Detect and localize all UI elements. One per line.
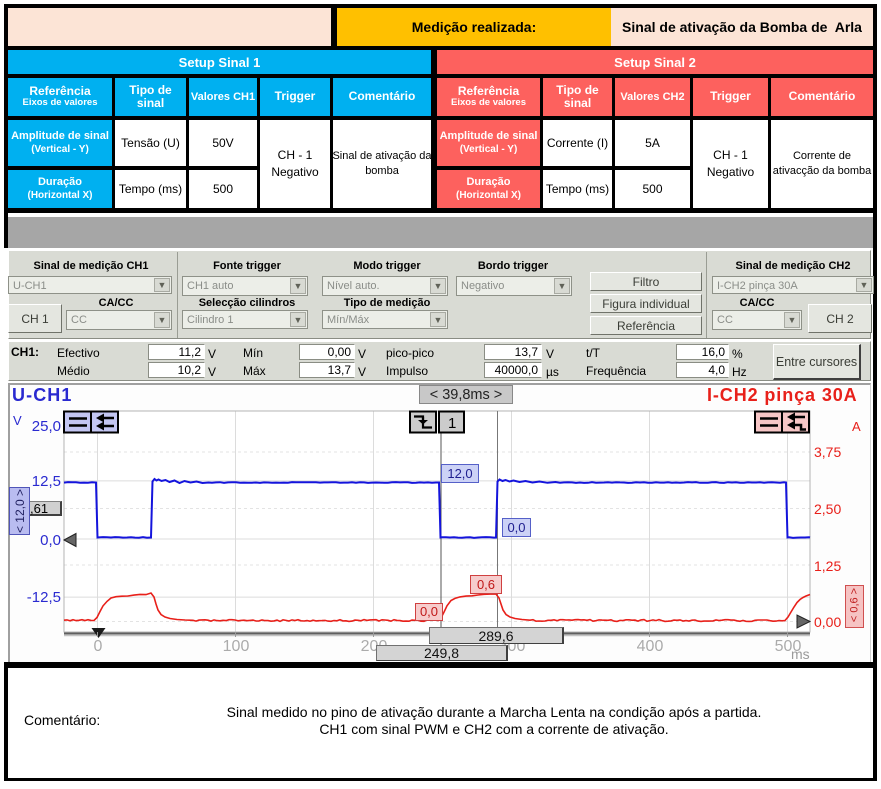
svg-text:1: 1 — [448, 415, 456, 432]
